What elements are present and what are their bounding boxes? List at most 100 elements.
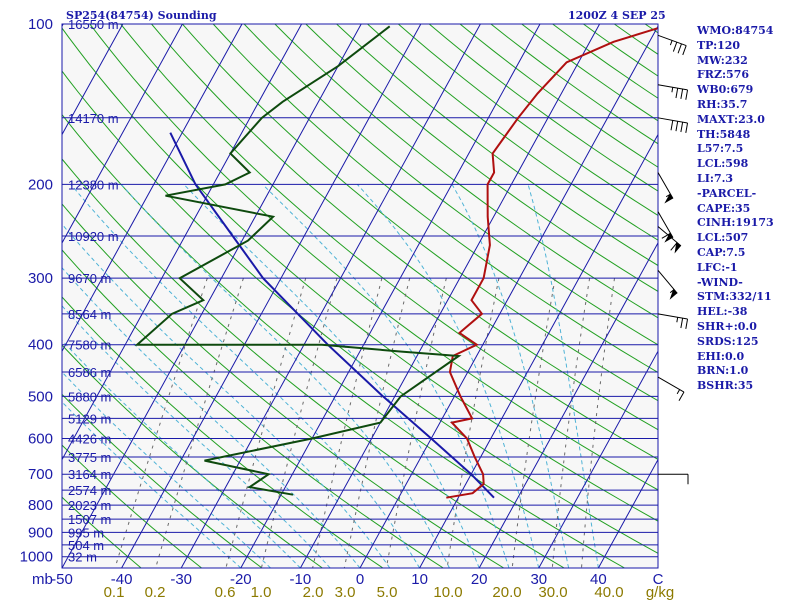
wind-barb-flag xyxy=(664,232,673,243)
height-level-label: 4426 m xyxy=(68,432,111,447)
wind-barb xyxy=(657,211,674,243)
dry-adiabat xyxy=(62,444,202,568)
dry-adiabat xyxy=(89,24,658,491)
wind-barb-tick xyxy=(680,318,684,329)
plot-background xyxy=(62,24,658,568)
wind-barb-tick xyxy=(685,318,689,329)
isotherm xyxy=(62,24,362,568)
temperature-tick-label: -40 xyxy=(111,571,133,588)
temperature-tick-label: 30 xyxy=(530,571,547,588)
mixing-ratio-line xyxy=(581,278,615,568)
mixing-ratio-line xyxy=(114,278,208,568)
mixing-ratio-label: 1.0 xyxy=(251,584,272,600)
mixing-ratio-label: 5.0 xyxy=(377,584,398,600)
temperature-tick-label: -10 xyxy=(290,571,312,588)
moist-adiabat xyxy=(527,184,599,568)
mixing-ratio-label: 30.0 xyxy=(538,584,567,600)
height-level-label: 9670 m xyxy=(68,271,111,286)
isotherm xyxy=(62,24,124,136)
wind-barb-tick xyxy=(678,391,685,401)
isotherm xyxy=(121,24,422,568)
wind-barb-staff xyxy=(657,376,685,393)
wind-barb-flag xyxy=(664,193,673,204)
wind-barb-tick xyxy=(661,232,671,239)
dry-adiabat xyxy=(62,344,323,568)
isotherm xyxy=(0,24,4,568)
index-entry: L57:7.5 xyxy=(697,142,744,156)
index-entry: BSHR:35 xyxy=(697,379,754,393)
moist-adiabat xyxy=(62,266,361,568)
temperature-tick-label: -50 xyxy=(51,571,73,588)
mixing-ratio-unit-label: g/kg xyxy=(646,584,674,600)
index-entry: STM:332/11 xyxy=(697,290,772,304)
height-level-label: 1507 m xyxy=(68,512,111,527)
pressure-tick-label: 300 xyxy=(28,270,53,287)
dry-adiabat xyxy=(428,24,658,192)
dry-adiabat xyxy=(367,24,658,241)
mixing-ratio-label: 20.0 xyxy=(492,584,521,600)
moist-adiabat xyxy=(120,184,450,568)
wind-barb-tick xyxy=(670,120,674,131)
index-entry: -PARCEL- xyxy=(697,186,757,200)
height-level-label: 8564 m xyxy=(68,307,111,322)
wind-barb-flag xyxy=(669,288,678,300)
wind-barb-staff xyxy=(657,313,688,320)
index-entry: RH:35.7 xyxy=(697,97,748,111)
mixing-ratio-label: 2.0 xyxy=(303,584,324,600)
mixing-ratio-label: 0.1 xyxy=(104,584,125,600)
dry-adiabat xyxy=(182,24,658,402)
wind-barb-flag xyxy=(674,241,681,254)
isotherm xyxy=(478,241,658,568)
height-level-label: 6586 m xyxy=(68,365,111,380)
mixing-ratio-label: 40.0 xyxy=(594,584,623,600)
isotherm xyxy=(538,350,658,568)
index-entry: -WIND- xyxy=(697,275,743,289)
height-level-label: 32 m xyxy=(68,550,97,565)
wind-barb-tick xyxy=(675,88,679,99)
height-level-label: 5880 m xyxy=(68,389,111,404)
wind-barb xyxy=(657,172,674,204)
isotherm xyxy=(62,24,243,353)
temperature-tick-label: 10 xyxy=(411,571,428,588)
height-level-label: 16550 m xyxy=(68,17,119,32)
moist-adiabat xyxy=(62,305,331,568)
isotherm xyxy=(62,24,183,244)
temperature-unit-label: C xyxy=(653,571,664,588)
plot-frame xyxy=(61,23,659,569)
index-entry: TH:5848 xyxy=(697,127,751,141)
pressure-tick-label: 600 xyxy=(28,431,53,448)
index-entry: LI:7.3 xyxy=(697,171,734,185)
index-entry: SRDS:125 xyxy=(697,334,759,348)
dry-adiabat xyxy=(62,158,565,568)
dry-adiabat xyxy=(243,24,658,346)
wind-barb xyxy=(657,376,685,401)
temperature-tick-label: -30 xyxy=(170,571,192,588)
wind-barb-tick xyxy=(685,89,689,100)
dry-adiabat xyxy=(212,24,658,373)
wind-barb-tick xyxy=(680,122,684,133)
index-entry: SHR+:0.0 xyxy=(697,319,757,333)
dry-adiabat xyxy=(521,24,658,122)
index-entry: MAXT:23.0 xyxy=(697,112,765,126)
height-level-label: 12380 m xyxy=(68,177,119,192)
height-level-label: 504 m xyxy=(68,538,104,553)
mixing-ratio-line xyxy=(385,278,447,568)
index-panel: WMO:84754 TP:120 MW:232 FRZ:576 WB0:679 RH:35… xyxy=(697,24,797,394)
index-entry: MW:232 xyxy=(697,53,748,67)
moist-adiabat xyxy=(451,184,570,568)
moist-adiabat xyxy=(62,401,242,568)
wind-barb xyxy=(657,313,689,329)
pressure-tick-label: 500 xyxy=(28,388,53,405)
wind-barb-tick xyxy=(680,88,684,99)
dry-adiabat xyxy=(62,203,505,568)
dry-adiabat xyxy=(62,249,444,568)
temperature-tick-label: 0 xyxy=(356,571,364,588)
pressure-tick-label: 900 xyxy=(28,524,53,541)
moist-adiabat xyxy=(356,184,540,568)
pressure-tick-label: 700 xyxy=(28,466,53,483)
height-level-label: 10920 m xyxy=(68,229,119,244)
dry-adiabat xyxy=(397,24,658,216)
wind-barb xyxy=(657,34,687,56)
mixing-ratio-line xyxy=(446,278,500,568)
